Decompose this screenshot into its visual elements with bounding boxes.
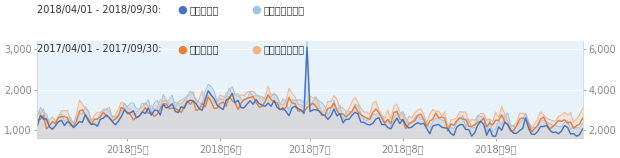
Text: ●: ● <box>177 5 187 15</box>
Text: ●: ● <box>251 5 261 15</box>
Text: ●: ● <box>177 44 187 54</box>
Text: ページビュー数: ページビュー数 <box>264 44 305 54</box>
Text: ●: ● <box>251 44 261 54</box>
Text: 2018/04/01 - 2018/09/30:: 2018/04/01 - 2018/09/30: <box>37 5 162 15</box>
Text: ページビュー数: ページビュー数 <box>264 5 305 15</box>
Text: 2017/04/01 - 2017/09/30:: 2017/04/01 - 2017/09/30: <box>37 44 162 54</box>
Text: セッション: セッション <box>189 5 219 15</box>
Text: セッション: セッション <box>189 44 219 54</box>
